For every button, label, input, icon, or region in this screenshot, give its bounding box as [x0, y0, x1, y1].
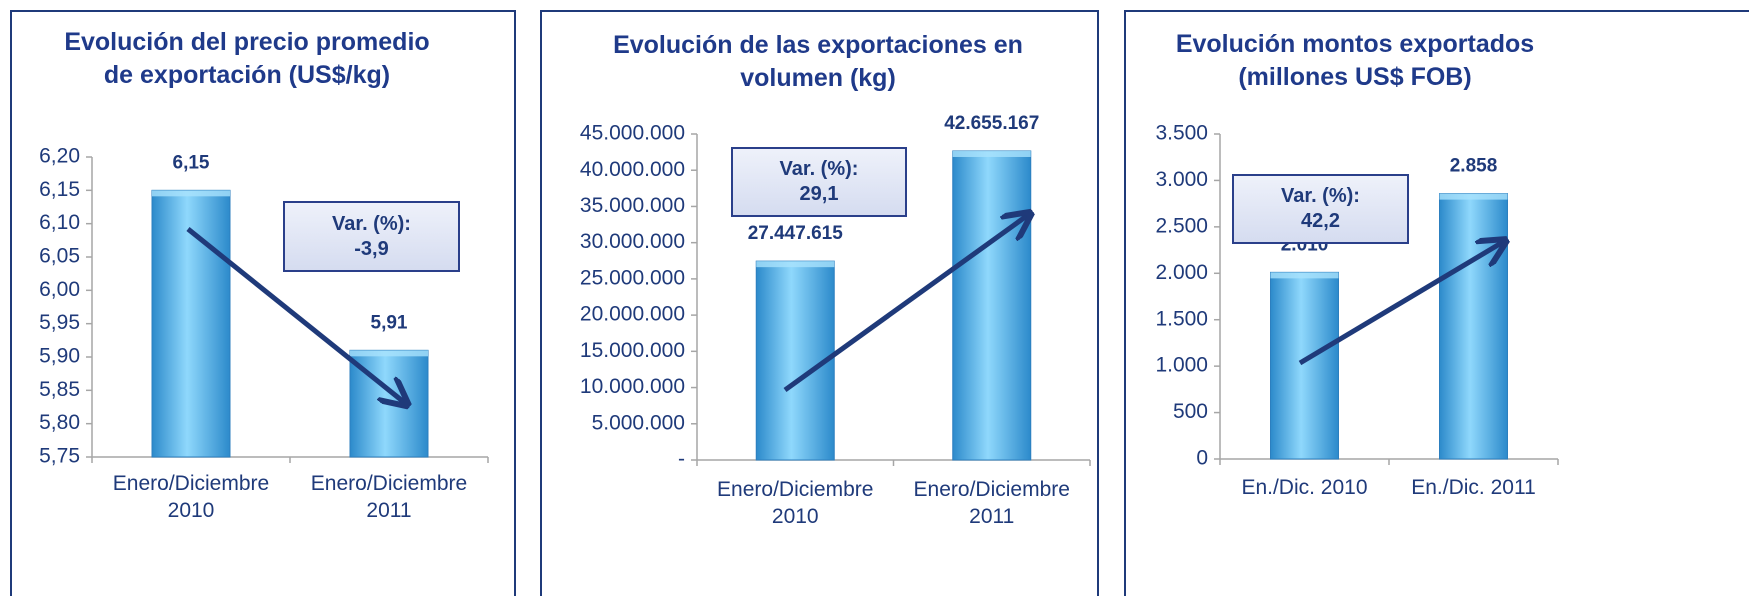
value-label: 5,91	[371, 312, 408, 333]
annotation: Var. (%): 42,2	[1232, 174, 1409, 244]
y-tick-label: 5,80	[39, 411, 80, 434]
y-tick-label: 5,95	[39, 311, 80, 334]
bar	[952, 150, 1032, 461]
bar	[1270, 271, 1339, 460]
value-label: 27.447.615	[748, 223, 844, 244]
y-tick-label: 5,90	[39, 345, 80, 368]
y-tick-label: 0	[1196, 447, 1208, 470]
y-tick-label: 6,10	[39, 211, 80, 234]
x-tick-label: En./Dic. 2010	[1241, 476, 1368, 499]
value-label: 42.655.167	[944, 113, 1039, 134]
panel	[1124, 10, 1749, 596]
y-tick-label: 1.000	[1155, 354, 1208, 377]
y-tick-label: 6,05	[39, 245, 80, 268]
y-tick-label: 3.500	[1155, 122, 1208, 145]
y-tick-label: -	[678, 448, 685, 471]
bar-top	[350, 350, 428, 357]
y-tick-label: 5.000.000	[592, 411, 685, 434]
panel	[540, 10, 1099, 596]
bar-top	[1439, 193, 1508, 200]
trend-arrow	[783, 215, 1028, 393]
x-tick-label: Enero/Diciembre 2010	[112, 472, 270, 522]
bar-top	[952, 150, 1031, 157]
annotation: Var. (%): 29,1	[731, 147, 907, 217]
x-tick-label: En./Dic. 2011	[1411, 476, 1536, 499]
y-tick-label: 2.500	[1155, 214, 1208, 237]
chart-title: Evolución del precio promedio de exporta…	[64, 28, 430, 89]
y-tick-label: 30.000.000	[580, 230, 685, 253]
bar-top	[756, 261, 835, 268]
y-tick-label: 5,75	[39, 445, 80, 468]
y-tick-label: 6,15	[39, 178, 80, 201]
chart-title: Evolución montos exportados (millones US…	[1175, 30, 1535, 91]
y-tick-label: 5,85	[39, 378, 80, 401]
annotation: Var. (%): -3,9	[283, 201, 460, 272]
x-tick-label: Enero/Diciembre 2010	[717, 478, 874, 528]
panel	[10, 10, 516, 596]
x-tick-label: Enero/Diciembre 2011	[310, 472, 468, 522]
value-label: 6,15	[173, 152, 210, 173]
bar	[151, 189, 231, 458]
trend-arrow	[1298, 242, 1503, 366]
bar-top	[152, 190, 230, 197]
y-tick-label: 40.000.000	[580, 158, 685, 181]
trend-arrow	[186, 227, 405, 403]
bar	[1439, 193, 1508, 460]
value-label: 2.858	[1450, 156, 1498, 177]
y-tick-label: 45.000.000	[580, 122, 685, 145]
y-tick-label: 500	[1173, 400, 1208, 423]
y-tick-label: 15.000.000	[580, 339, 685, 362]
y-tick-label: 3.000	[1155, 168, 1208, 191]
bar	[755, 260, 835, 461]
y-tick-label: 1.500	[1155, 307, 1208, 330]
chart-title: Evolución de las exportaciones en volume…	[613, 31, 1023, 92]
y-tick-label: 20.000.000	[580, 303, 685, 326]
y-tick-label: 6,20	[39, 145, 80, 168]
y-tick-label: 25.000.000	[580, 266, 685, 289]
x-tick-label: Enero/Diciembre 2011	[913, 478, 1070, 528]
bar-top	[1270, 272, 1339, 279]
y-tick-label: 2.000	[1155, 261, 1208, 284]
y-tick-label: 6,00	[39, 278, 80, 301]
y-tick-label: 35.000.000	[580, 194, 685, 217]
y-tick-label: 10.000.000	[580, 375, 685, 398]
